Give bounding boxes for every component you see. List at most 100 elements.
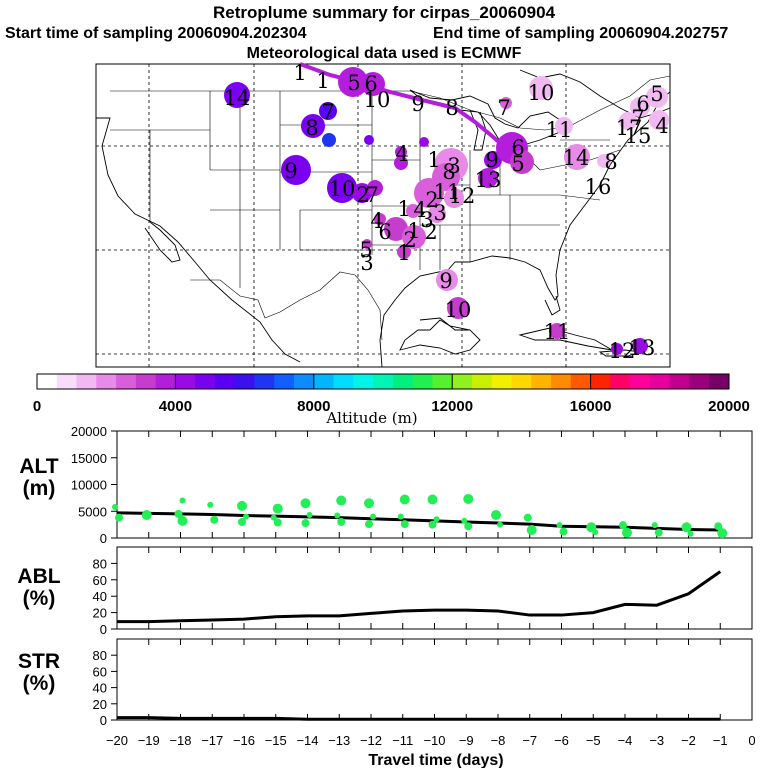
colorbar-swatch: [195, 374, 216, 389]
colorbar-tick-label: 12000: [431, 398, 473, 415]
plume-age-label: 8: [604, 150, 617, 174]
plume-cluster-dot: [555, 117, 573, 135]
x-tick-label: −17: [201, 733, 223, 748]
colorbar-swatch: [56, 374, 78, 389]
plume-age-label: 8: [442, 160, 455, 184]
plume-cluster-dot: [619, 112, 637, 130]
cluster-point: [497, 521, 503, 528]
str-panel-label: STR (%): [6, 651, 72, 695]
x-tick-label: −13: [328, 733, 350, 748]
plume-age-label: 7: [631, 106, 644, 130]
cluster-point: [526, 524, 537, 535]
panel-frame: [116, 546, 753, 630]
colorbar-swatch: [689, 374, 710, 389]
colorbar-swatch: [471, 374, 493, 389]
colorbar-swatch: [313, 374, 335, 389]
cluster-point: [464, 522, 473, 531]
y-tick-label: 40: [93, 589, 107, 604]
colorbar-swatch: [294, 374, 315, 389]
cluster-point: [622, 527, 632, 538]
plume-cluster-dot: [611, 343, 623, 355]
plume-age-label: 14: [224, 86, 251, 110]
cluster-point: [364, 498, 374, 509]
colorbar-swatch: [630, 374, 651, 389]
plume-cluster-dot: [394, 156, 408, 170]
cluster-point: [179, 497, 186, 504]
colorbar-tick-label: 4000: [159, 398, 192, 415]
colorbar-swatch: [234, 374, 255, 389]
chart-title: Retroplume summary for cirpas_20060904: [212, 3, 556, 22]
plume-age-label: 3: [433, 201, 446, 225]
cluster-point: [556, 522, 563, 529]
cluster-point: [141, 509, 152, 520]
x-tick-label: −11: [392, 733, 413, 748]
cluster-point: [370, 513, 376, 520]
plume-age-label: 1: [407, 219, 420, 243]
plume-age-label: 11: [544, 320, 571, 344]
plume-cluster-dot: [632, 338, 648, 354]
str-label-line2: (%): [22, 672, 56, 695]
y-tick-label: 60: [93, 664, 107, 679]
abl-panel-label: ABL (%): [6, 566, 72, 610]
plume-age-label: 6: [378, 220, 391, 244]
end-time-label: End time of sampling 20060904.202757: [433, 25, 729, 42]
plume-cluster-dot: [384, 217, 408, 241]
colorbar-swatch: [175, 374, 196, 389]
cluster-point: [365, 520, 373, 529]
plume-age-label: 10: [364, 88, 391, 112]
cluster-point: [681, 522, 692, 533]
colorbar-swatch: [432, 374, 453, 389]
colorbar-swatch: [412, 374, 433, 389]
x-tick-label: −18: [169, 733, 191, 748]
colorbar-swatch: [333, 374, 354, 389]
cluster-point: [651, 522, 658, 529]
x-tick-label: −2: [681, 733, 696, 748]
cluster-point: [592, 529, 599, 536]
x-tick-label: −9: [459, 733, 474, 748]
plume-age-label: 9: [411, 92, 424, 116]
plume-age-label: 2: [403, 228, 416, 252]
cluster-point: [428, 520, 437, 529]
y-tick-label: 0: [100, 531, 107, 546]
plume-cluster-dot: [447, 297, 469, 319]
cluster-point: [427, 494, 438, 505]
plume-age-label: 6: [364, 72, 377, 96]
plume-cluster-dot: [319, 102, 337, 120]
cluster-point: [112, 503, 118, 510]
plume-age-label: 5: [650, 82, 663, 106]
colorbar-swatch: [669, 374, 690, 389]
plume-age-label: 8: [305, 116, 318, 140]
colorbar-swatch: [96, 374, 117, 389]
x-tick-label: −4: [618, 733, 633, 748]
cluster-point: [463, 493, 474, 504]
plume-age-label: 7: [497, 96, 510, 120]
plume-age-label: 2: [424, 220, 437, 244]
cluster-point: [238, 517, 246, 526]
colorbar-swatch: [590, 374, 611, 389]
plume-cluster-dot: [484, 151, 502, 169]
cluster-point: [687, 530, 694, 537]
str-label-line1: STR: [18, 650, 60, 673]
cluster-point: [301, 519, 310, 528]
plume-cluster-dot: [361, 72, 385, 96]
plume-cluster-dot: [597, 154, 611, 168]
plume-age-label: 13: [629, 336, 656, 360]
colorbar-swatch: [353, 374, 374, 389]
plume-age-label: 5: [511, 152, 524, 176]
plume-age-label: 10: [528, 81, 555, 105]
y-tick-label: 40: [93, 681, 107, 696]
start-time-label: Start time of sampling 20060904.202304: [5, 25, 307, 42]
colorbar-swatch: [116, 374, 137, 389]
plume-cluster-dot: [646, 86, 668, 108]
series-line: [117, 716, 721, 721]
plume-age-label: 4: [395, 142, 408, 166]
time-series-panels: 05000100001500020000020406080020406080−2…: [71, 424, 756, 748]
plume-age-label: 2: [425, 188, 438, 212]
plume-age-label: 9: [485, 148, 498, 172]
cluster-point: [337, 517, 346, 526]
x-tick-label: −3: [649, 733, 664, 748]
cluster-point: [654, 528, 663, 537]
x-tick-label: −12: [360, 733, 382, 748]
plume-age-label: 16: [585, 175, 612, 199]
